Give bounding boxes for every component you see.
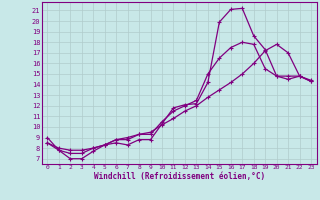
X-axis label: Windchill (Refroidissement éolien,°C): Windchill (Refroidissement éolien,°C) bbox=[94, 172, 265, 181]
